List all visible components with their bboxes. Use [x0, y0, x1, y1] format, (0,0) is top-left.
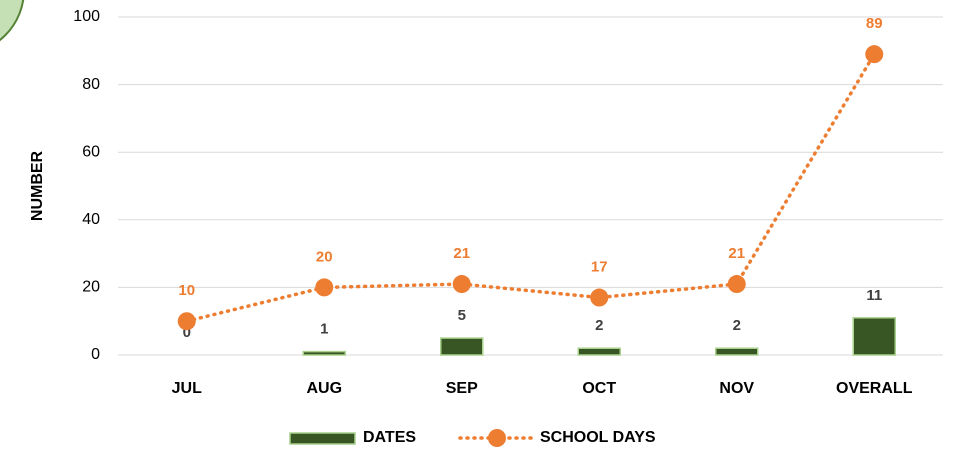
x-tick-label: OCT [582, 380, 616, 397]
line-marker [865, 45, 884, 64]
line-value-label: 17 [591, 259, 608, 276]
line-marker [590, 288, 609, 307]
y-axis-label: NUMBER [29, 150, 46, 221]
legend-label: DATES [363, 429, 416, 446]
y-tick-label: 20 [82, 279, 100, 296]
bar-value-label: 2 [733, 317, 741, 334]
bar [302, 350, 346, 356]
y-tick-label: 60 [82, 143, 100, 160]
legend-label: SCHOOL DAYS [540, 429, 656, 446]
bar [577, 347, 621, 356]
y-tick-label: 100 [73, 8, 100, 25]
y-tick-label: 40 [82, 211, 100, 228]
line [185, 52, 876, 323]
line-value-label: 21 [453, 245, 470, 262]
legend-marker [488, 429, 506, 447]
bar [852, 317, 896, 356]
legend-swatch [289, 432, 356, 445]
y-tick-label: 0 [91, 346, 100, 363]
line-value-label: 10 [178, 282, 195, 299]
x-tick-label: AUG [306, 380, 342, 397]
bar-value-label: 0 [183, 324, 191, 341]
bar-value-label: 11 [866, 287, 882, 304]
decoration-circle [0, 0, 25, 42]
x-tick-label: JUL [172, 380, 202, 397]
x-tick-label: OVERALL [836, 380, 913, 397]
x-tick-label: SEP [446, 380, 478, 397]
x-tick-label: NOV [719, 380, 754, 397]
line-value-label: 89 [866, 15, 883, 32]
bar [440, 337, 484, 356]
bar-value-label: 5 [458, 307, 466, 324]
line-marker [452, 275, 471, 294]
bar [715, 347, 759, 356]
line-value-label: 20 [316, 248, 333, 265]
line-marker [177, 312, 196, 331]
y-tick-label: 80 [82, 76, 100, 93]
line-value-label: 21 [728, 245, 745, 262]
bar-value-label: 1 [320, 321, 328, 338]
line-marker [315, 278, 334, 297]
bar-value-label: 2 [595, 317, 603, 334]
line-marker [727, 275, 746, 294]
